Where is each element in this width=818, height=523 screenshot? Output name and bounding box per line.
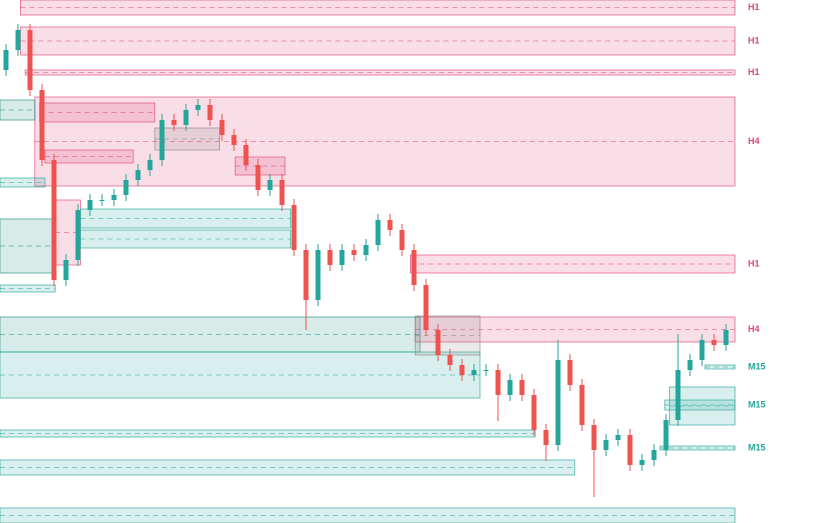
zone-label: H1 [748,258,760,268]
candle-body [147,160,153,170]
candle-body [3,50,9,70]
candle-body [711,340,717,345]
candle-body [231,135,237,145]
candle-body [423,285,429,330]
candle-body [195,105,201,110]
candle-body [267,180,273,190]
candle-body [591,425,597,450]
candle-body [363,245,369,255]
candle-body [411,250,417,285]
candle-body [219,120,225,135]
candle-body [687,360,693,370]
candle-body [279,180,285,205]
candle-body [243,145,249,165]
candle-body [495,370,501,395]
zone-label: H1 [748,35,760,45]
candle-body [99,200,105,201]
candle-body [627,435,633,465]
zone-label: H4 [748,136,760,146]
candle-body [675,370,681,420]
candle-body [471,370,477,375]
candle-body [171,120,177,125]
zone [34,96,736,187]
candle-body [399,230,405,250]
candle-body [507,380,513,395]
candle-body [207,105,213,120]
candle-body [339,250,345,265]
candle-body [375,220,381,245]
zone [0,99,36,121]
candle-body [699,340,705,360]
candle-body [567,360,573,385]
candle-body [447,355,453,365]
zone [0,459,576,476]
zone [0,507,736,523]
zone-label: H4 [748,324,760,334]
candle-body [63,260,69,280]
zone-label: H1 [748,67,760,77]
candle-body [543,430,549,445]
candle-body [255,165,261,190]
zone-label: M15 [748,442,766,452]
candle-body [51,160,57,280]
zone-label: M15 [748,361,766,371]
candle-body [87,200,93,210]
zone [414,316,736,343]
candle-body [387,220,393,230]
candle-body [39,90,45,160]
candle-body [135,170,141,180]
candle-body [639,460,645,465]
candle-body [615,435,621,440]
candle-body [123,180,129,195]
candle-body [15,30,21,50]
candle-body [651,450,657,460]
candle-body [519,380,525,395]
candle-body [303,250,309,300]
candle-body [531,395,537,430]
candle-body [459,365,465,375]
zone-label: H1 [748,2,760,12]
candle-body [111,195,117,200]
candle-body [159,120,165,160]
candle-body [483,370,489,371]
zone-label: M15 [748,399,766,409]
candle-body [435,330,441,355]
candle-body [663,420,669,450]
candle-body [291,205,297,250]
candle-body [327,250,333,265]
candle-body [603,440,609,450]
candle-body [315,250,321,300]
candle-body [183,110,189,125]
candle-body [75,210,81,260]
candle-body [351,250,357,255]
candle-body [579,385,585,425]
candle-body [723,330,729,345]
candle-body [27,30,33,90]
candle-body [555,360,561,445]
